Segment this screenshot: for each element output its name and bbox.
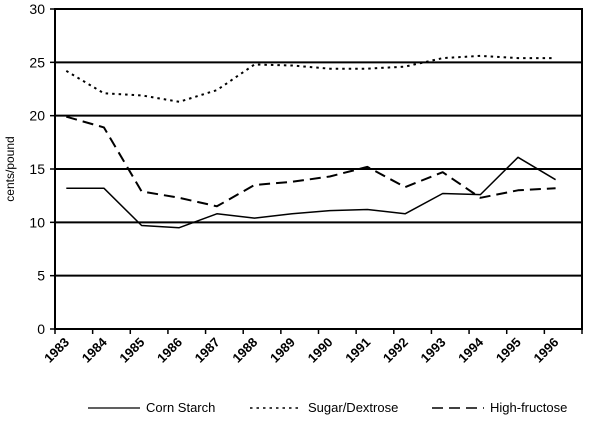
x-tick-label: 1992 (380, 335, 411, 366)
legend-label: High-fructose (490, 400, 567, 415)
series-line-corn-starch (66, 156, 556, 229)
legend-label: Corn Starch (146, 400, 215, 415)
x-tick-label: 1983 (41, 335, 72, 366)
series-line-high-fructose (66, 115, 556, 208)
y-tick-label: 0 (37, 321, 45, 337)
legend-label: Sugar/Dextrose (308, 400, 398, 415)
x-tick-label: 1985 (116, 335, 147, 366)
x-tick-label: 1991 (342, 335, 373, 366)
y-axis-ticks: 0 5 10 15 20 25 30 (29, 1, 55, 337)
x-tick-label: 1994 (455, 334, 487, 366)
y-tick-label: 5 (37, 268, 45, 284)
x-tick-label: 1984 (79, 334, 111, 366)
x-tick-label: 1990 (305, 335, 336, 366)
x-tick-label: 1988 (229, 335, 260, 366)
x-tick-label: 1989 (267, 335, 298, 366)
data-series (65, 54, 556, 229)
series-line-sugar-dextrose (65, 54, 556, 103)
legend: Corn Starch Sugar/Dextrose High-fructose (88, 400, 567, 415)
x-tick-label: 1986 (154, 335, 185, 366)
y-tick-label: 20 (29, 108, 45, 124)
x-tick-label: 1993 (418, 335, 449, 366)
x-tick-label: 1996 (530, 335, 561, 366)
x-axis-ticks: 1983 1984 1985 1986 1987 1988 1989 1990 1991 1992… (41, 329, 583, 366)
x-tick-label: 1995 (493, 335, 524, 366)
y-tick-label: 30 (29, 1, 45, 17)
y-tick-label: 15 (29, 161, 45, 177)
gridlines (55, 61, 582, 277)
y-tick-label: 10 (29, 214, 45, 230)
y-axis-title: cents/pound (3, 136, 17, 201)
x-tick-label: 1987 (192, 335, 223, 366)
y-tick-label: 25 (29, 54, 45, 70)
